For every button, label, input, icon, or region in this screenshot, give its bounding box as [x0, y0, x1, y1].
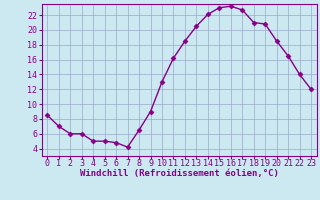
X-axis label: Windchill (Refroidissement éolien,°C): Windchill (Refroidissement éolien,°C) [80, 169, 279, 178]
